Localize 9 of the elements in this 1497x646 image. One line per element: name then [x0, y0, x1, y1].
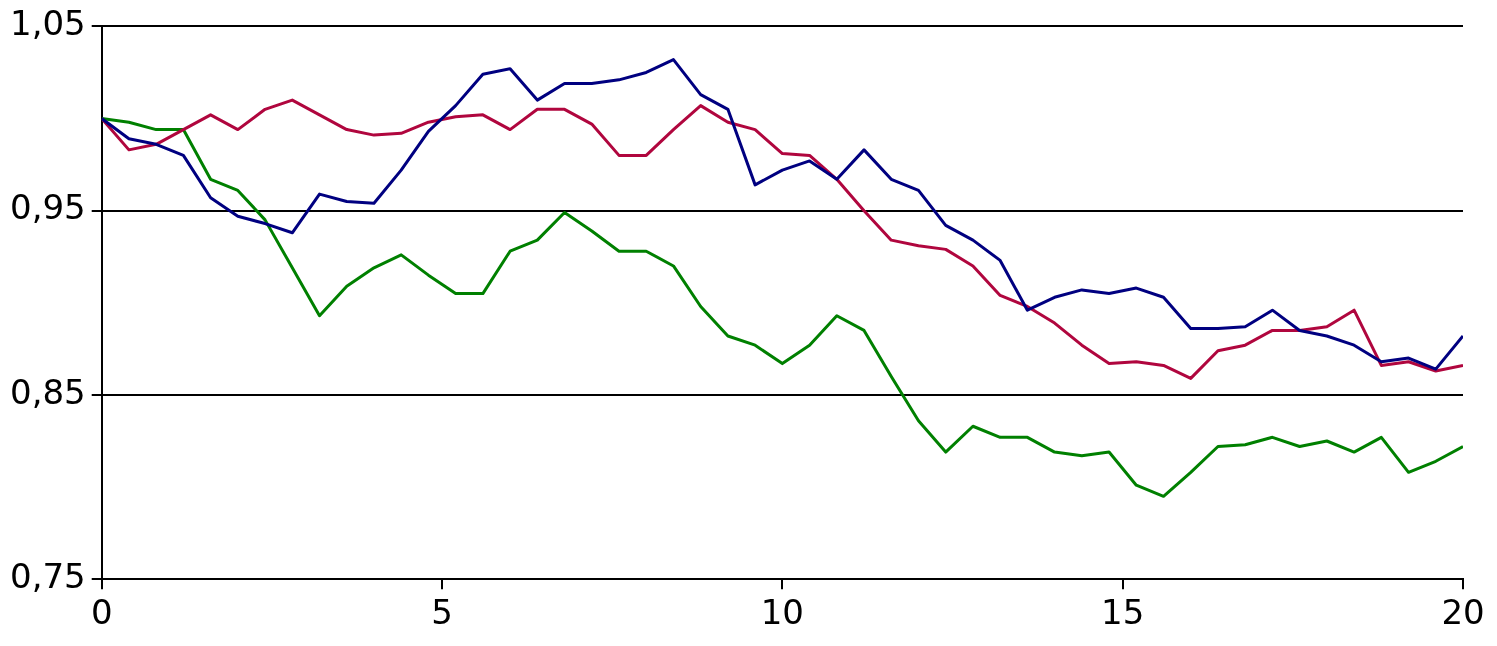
x-tick-label: 0: [90, 592, 113, 633]
x-tick-label: 5: [431, 592, 453, 633]
y-tick-label: 1,05: [10, 3, 86, 44]
x-tick-label: 20: [1441, 592, 1485, 633]
y-tick-label: 0,75: [10, 556, 86, 597]
y-tick-label: 0,95: [10, 187, 86, 228]
x-tick-label: 15: [1101, 592, 1145, 633]
x-tick-label: 10: [760, 592, 804, 633]
y-tick-label: 0,85: [10, 371, 86, 412]
